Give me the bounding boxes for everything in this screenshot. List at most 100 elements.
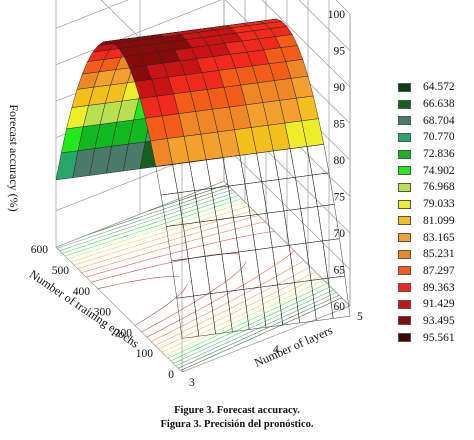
floor-contour xyxy=(173,289,334,364)
legend-item: 95.561 xyxy=(398,329,472,346)
legend-item: 68.704 xyxy=(398,112,472,129)
z-tick-label: 100 xyxy=(328,9,346,21)
legend-swatch xyxy=(398,132,411,142)
z-tick-label: 80 xyxy=(334,155,346,167)
legend-item: 83.165 xyxy=(398,229,472,246)
legend-label: 93.495 xyxy=(423,314,455,327)
legend-item: 72.836 xyxy=(398,146,472,163)
legend-swatch xyxy=(398,316,411,326)
legend-swatch xyxy=(398,299,411,309)
legend-swatch xyxy=(398,99,411,109)
color-legend: 64.572 66.638 68.704 70.770 72.836 74.902 76.9… xyxy=(398,79,472,346)
legend-item: 89.363 xyxy=(398,279,472,296)
legend-swatch xyxy=(398,216,411,226)
floor-contour xyxy=(86,231,275,278)
floor-contour xyxy=(141,261,247,333)
floor-contour xyxy=(64,198,242,257)
floor-contour xyxy=(161,275,321,353)
legend-label: 66.638 xyxy=(423,98,455,111)
legend-item: 76.968 xyxy=(398,179,472,196)
floor-contour xyxy=(158,271,316,350)
x-tick-label: 300 xyxy=(94,307,112,319)
floor-contour xyxy=(148,184,228,212)
legend-swatch xyxy=(398,82,411,92)
legend-label: 74.902 xyxy=(423,164,455,177)
floor-contour xyxy=(77,215,259,269)
floor-contour xyxy=(62,195,239,254)
y-axis-label: Number of layers xyxy=(252,323,335,370)
legend-item: 93.495 xyxy=(398,313,472,330)
x-tick-label: 500 xyxy=(52,265,70,277)
grid-line xyxy=(55,0,129,29)
legend-item: 64.572 xyxy=(398,79,472,96)
floor-contour xyxy=(175,292,337,367)
legend-label: 91.429 xyxy=(423,298,455,311)
axis-ticks: 6065707580859095100010020030040050060034… xyxy=(31,9,363,389)
x-tick-label: 600 xyxy=(31,244,49,256)
z-axis-label: Forecast accuracy (%) xyxy=(7,104,21,211)
legend-label: 89.363 xyxy=(423,281,455,294)
legend-item: 70.770 xyxy=(398,129,472,146)
floor-contour xyxy=(146,250,295,338)
floor-contour xyxy=(134,284,188,326)
legend-label: 95.561 xyxy=(423,331,455,344)
legend-item: 66.638 xyxy=(398,96,472,113)
floor-contour xyxy=(178,294,340,369)
legend-item: 79.033 xyxy=(398,196,472,213)
legend-item: 81.099 xyxy=(398,213,472,230)
legend-item: 85.231 xyxy=(398,246,472,263)
legend-swatch xyxy=(398,266,411,276)
caption-spanish: Figura 3. Precisión del pronóstico. xyxy=(160,419,314,430)
legend-label: 79.033 xyxy=(423,198,455,211)
surface-mesh xyxy=(55,18,351,339)
surface-cell xyxy=(327,275,351,319)
y-tick-label: 4 xyxy=(273,344,279,356)
floor-contour xyxy=(164,279,324,356)
floor-contour xyxy=(167,283,328,359)
legend-swatch xyxy=(398,249,411,259)
legend-item: 91.429 xyxy=(398,296,472,313)
floor-contour xyxy=(70,205,250,263)
x-tick-label: 400 xyxy=(73,286,91,298)
box-edge xyxy=(55,180,225,248)
legend-label: 72.836 xyxy=(423,148,455,161)
legend-swatch xyxy=(398,233,411,243)
legend-label: 87.297 xyxy=(423,264,455,277)
x-axis-label: Number of training epochs xyxy=(27,267,142,351)
x-tick-label: 200 xyxy=(115,327,133,339)
floor-contour xyxy=(97,276,181,289)
legend-label: 64.572 xyxy=(423,81,455,94)
floor-contour xyxy=(57,189,233,249)
floor-contour xyxy=(170,286,331,362)
y-tick-label: 3 xyxy=(189,377,195,389)
box-edge xyxy=(55,246,183,373)
legend-swatch xyxy=(398,283,411,293)
legend-swatch xyxy=(398,199,411,209)
z-tick-label: 85 xyxy=(334,119,346,131)
z-tick-label: 95 xyxy=(334,46,346,58)
legend-label: 68.704 xyxy=(423,114,455,127)
floor-contour xyxy=(89,186,230,235)
floor-contour xyxy=(91,253,239,283)
z-tick-label: 65 xyxy=(334,265,346,277)
z-tick-label: 75 xyxy=(334,192,346,204)
caption-english: Figure 3. Forecast accuracy. xyxy=(174,405,300,416)
floor-contour xyxy=(81,221,265,273)
legend-swatch xyxy=(398,182,411,192)
legend-item: 87.297 xyxy=(398,263,472,280)
legend-label: 81.099 xyxy=(423,214,455,227)
x-tick-label: 0 xyxy=(168,369,174,381)
legend-item: 74.902 xyxy=(398,162,472,179)
z-tick-label: 60 xyxy=(334,301,346,313)
legend-label: 85.231 xyxy=(423,248,455,261)
legend-label: 76.968 xyxy=(423,181,455,194)
floor-contour xyxy=(74,210,254,266)
legend-label: 70.770 xyxy=(423,131,455,144)
box-edge xyxy=(181,305,351,373)
legend-swatch xyxy=(398,166,411,176)
z-tick-label: 90 xyxy=(334,82,346,94)
legend-label: 83.165 xyxy=(423,231,455,244)
floor-contour xyxy=(59,192,236,252)
